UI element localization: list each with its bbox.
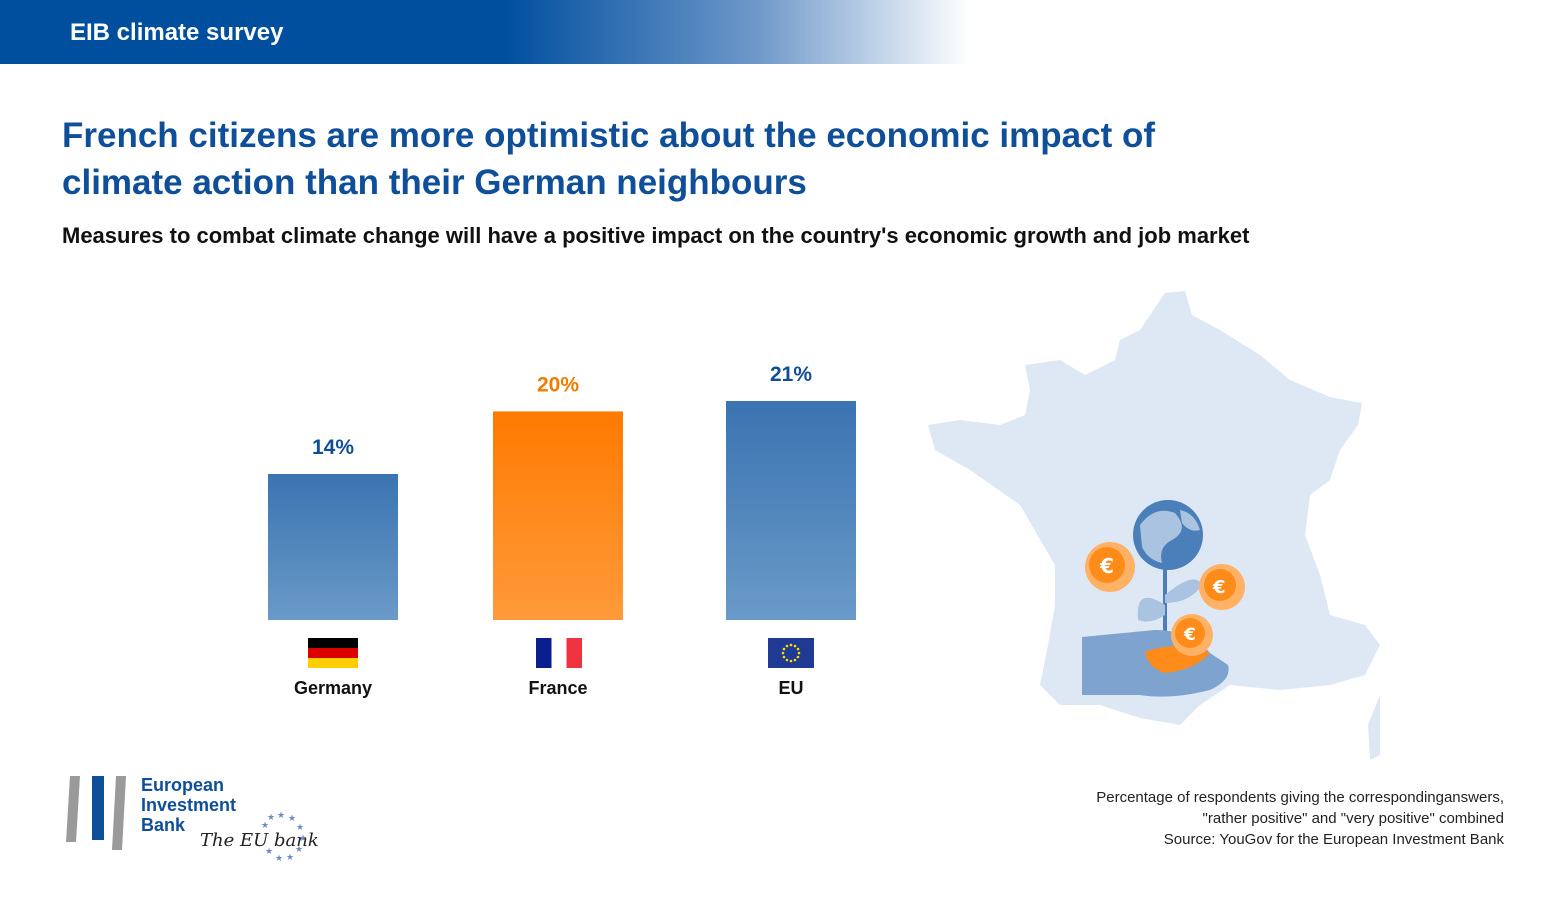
value-label-france: 20% <box>537 373 579 396</box>
svg-text:★: ★ <box>265 847 273 857</box>
chart-footnote: Percentage of respondents giving the cor… <box>1096 787 1504 850</box>
eu-stars-icon: ★ ★★ ★★★ ★★★★ <box>261 811 307 863</box>
bar-france <box>493 411 623 620</box>
logo-wordmark: European Investment Bank <box>141 775 236 835</box>
svg-text:€: € <box>1183 625 1196 645</box>
svg-text:★: ★ <box>299 834 307 844</box>
logo-tagline: The EU bank <box>200 830 319 851</box>
value-label-germany: 14% <box>312 436 354 459</box>
eu-flag-icon <box>768 638 814 668</box>
svg-text:€: € <box>1212 577 1226 598</box>
svg-text:★: ★ <box>275 854 283 863</box>
svg-text:★: ★ <box>261 821 269 831</box>
header-banner: EIB climate survey <box>0 0 970 64</box>
footnote-line-1: Percentage of respondents giving the cor… <box>1096 789 1504 806</box>
eib-logo-icon <box>66 776 126 850</box>
svg-text:★: ★ <box>267 813 275 823</box>
value-label-eu: 21% <box>770 363 812 386</box>
france-flag-icon <box>536 638 582 668</box>
svg-text:€: € <box>1099 554 1114 578</box>
chart-subtitle: Measures to combat climate change will h… <box>62 223 1250 248</box>
france-map-icon: € € € <box>928 291 1380 760</box>
footnote-line-3: Source: YouGov for the European Investme… <box>1163 831 1504 848</box>
category-label-germany: Germany <box>294 678 372 698</box>
category-label-eu: EU <box>778 678 803 698</box>
svg-text:★: ★ <box>277 811 285 821</box>
bar-germany <box>268 474 398 620</box>
bar-chart: 14% Germany 20% France 21% EU <box>268 363 856 698</box>
headline: French citizens are more optimistic abou… <box>62 116 1155 202</box>
footnote-line-2: "rather positive" and "very positive" co… <box>1202 810 1504 827</box>
svg-text:★: ★ <box>288 814 296 824</box>
svg-text:★: ★ <box>295 845 303 855</box>
svg-text:★: ★ <box>286 853 294 863</box>
logo-line-3: Bank <box>141 815 186 835</box>
logo-line-1: European <box>141 775 225 795</box>
germany-flag-icon <box>308 638 358 668</box>
bar-eu <box>726 401 856 620</box>
category-label-france: France <box>528 678 587 698</box>
banner-title: EIB climate survey <box>70 19 284 46</box>
logo-line-2: Investment <box>141 795 237 815</box>
svg-text:★: ★ <box>296 823 304 833</box>
